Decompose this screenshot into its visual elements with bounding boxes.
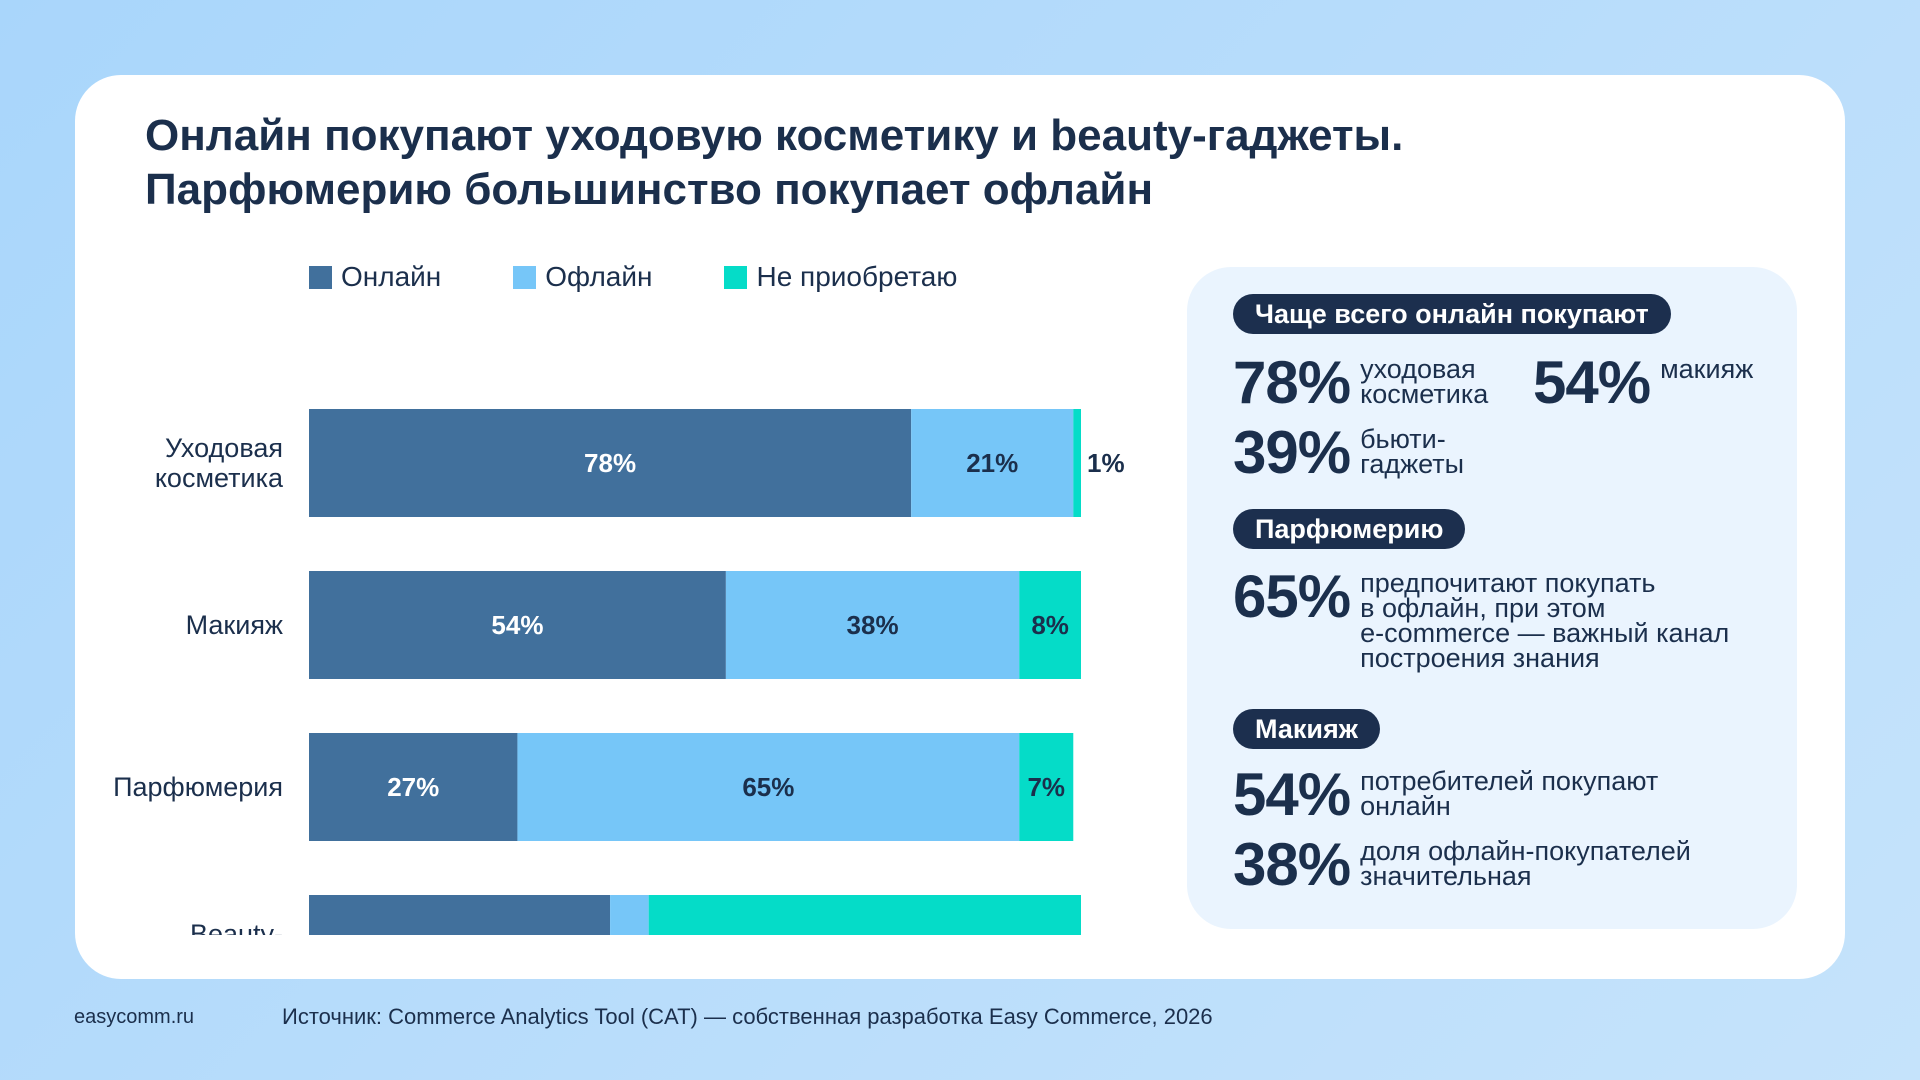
stat-gadgets: 39% бьюти- гаджеты	[1233, 419, 1465, 486]
data-label-online: 27%	[387, 772, 439, 802]
bar-online	[309, 571, 726, 679]
bar-offline	[610, 895, 649, 935]
section-heading-makeup: Макияж	[1233, 709, 1380, 749]
data-label-offline: 21%	[966, 448, 1018, 478]
category-label: Парфюмерия	[113, 772, 283, 802]
bar-online	[309, 733, 518, 841]
stat-skincare: 78% уходовая косметика	[1233, 349, 1489, 416]
bar-none	[648, 895, 1081, 935]
data-label-none: 56%	[839, 934, 891, 935]
data-label-offline: 38%	[847, 610, 899, 640]
bar-none	[1019, 571, 1081, 679]
legend-label-online: Онлайн	[341, 261, 442, 292]
title-line-2: Парфюмерию большинство покупает офлайн	[145, 165, 1154, 214]
stat-makeup-online: 54% потребителей покупают онлайн	[1233, 761, 1659, 828]
bar-none	[1019, 733, 1074, 841]
section-heading-online: Чаще всего онлайн покупают	[1233, 294, 1671, 334]
data-label-online: 54%	[491, 610, 543, 640]
stat-text: потребителей покупают онлайн	[1360, 766, 1659, 821]
legend-swatch-none	[724, 265, 748, 289]
stat-text: бьюти- гаджеты	[1360, 424, 1465, 479]
data-label-online: 78%	[584, 448, 636, 478]
stat-value: 65%	[1233, 563, 1351, 630]
stat-text: уходовая косметика	[1360, 354, 1489, 409]
legend-item-offline: Офлайн	[513, 261, 652, 293]
data-label-none: 1%	[1087, 448, 1125, 478]
chart-area: Уходовая косметика 78% 21% 1% Макияж 54% 38% 8% П…	[75, 315, 1135, 935]
stacked-bar-chart: Уходовая косметика 78% 21% 1% Макияж 54% 38% 8% П…	[113, 409, 1125, 935]
legend-swatch-offline	[513, 265, 537, 289]
legend-label-none: Не приобретаю	[756, 261, 958, 292]
stat-value: 39%	[1233, 419, 1351, 486]
data-label-none: 8%	[1031, 610, 1069, 640]
stat-makeup: 54% макияж	[1533, 349, 1754, 416]
category-label: Beauty-гаджеты	[179, 919, 283, 935]
legend-item-none: Не приобретаю	[724, 261, 957, 293]
bar-offline	[725, 571, 1020, 679]
stat-value: 54%	[1533, 349, 1651, 416]
section-heading-perfume: Парфюмерию	[1233, 509, 1466, 549]
category-label: Макияж	[186, 610, 283, 640]
bar-online	[309, 895, 611, 935]
bar-online	[309, 409, 912, 517]
legend: Онлайн Офлайн Не приобретаю	[309, 261, 957, 293]
card: Онлайн покупают уходовую косметику и bea…	[75, 75, 1845, 979]
stat-value: 54%	[1233, 761, 1351, 828]
stat-value: 78%	[1233, 349, 1351, 416]
chart-title: Онлайн покупают уходовую косметику и bea…	[145, 109, 1403, 217]
title-line-1: Онлайн покупают уходовую косметику и bea…	[145, 111, 1404, 160]
stat-text: макияж	[1660, 354, 1754, 384]
site-link[interactable]: easycomm.ru	[74, 1006, 195, 1028]
bar-offline	[911, 409, 1074, 517]
data-label-offline: 65%	[742, 772, 794, 802]
category-label: Уходовая косметика	[155, 433, 284, 493]
bar-none	[1073, 409, 1081, 517]
source-note: Источник: Commerce Analytics Tool (CAT) …	[282, 1004, 1213, 1029]
legend-swatch-online	[309, 265, 332, 289]
data-label-online: 39%	[434, 934, 486, 935]
data-label-none: 7%	[1027, 772, 1065, 802]
stat-text: доля офлайн-покупателей значительная	[1360, 836, 1691, 891]
legend-label-offline: Офлайн	[545, 261, 653, 292]
stat-makeup-offline: 38% доля офлайн-покупателей значительная	[1233, 831, 1691, 898]
stat-perfume: 65% предпочитают покупать в офлайн, при …	[1233, 563, 1730, 673]
data-label-offline: 5%	[611, 934, 649, 935]
stat-value: 38%	[1233, 831, 1351, 898]
stat-text: предпочитают покупать в офлайн, при этом…	[1360, 568, 1730, 673]
legend-item-online: Онлайн	[309, 261, 441, 293]
bar-offline	[517, 733, 1020, 841]
insights-panel: Чаще всего онлайн покупают 78% уходовая …	[1187, 267, 1797, 929]
